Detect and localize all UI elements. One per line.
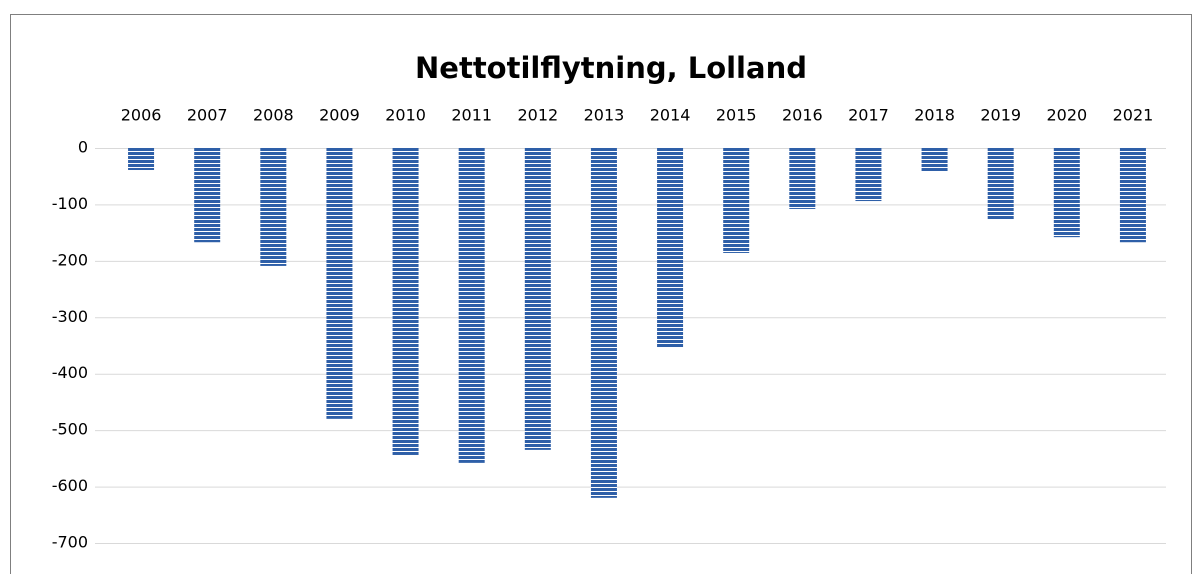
y-tick-label: -600 <box>52 476 88 495</box>
x-tick-label: 2018 <box>914 106 955 125</box>
x-tick-label: 2008 <box>253 106 294 125</box>
bar <box>128 148 155 171</box>
y-tick-label: -300 <box>52 307 88 326</box>
bar <box>458 148 485 463</box>
bar <box>789 148 816 209</box>
bar <box>260 148 287 266</box>
chart-title: Nettotilflytning, Lolland <box>415 51 807 85</box>
x-tick-label: 2021 <box>1113 106 1154 125</box>
x-tick-label: 2017 <box>848 106 889 125</box>
y-tick-label: -500 <box>52 420 88 439</box>
x-tick-label: 2015 <box>716 106 757 125</box>
bar <box>855 148 882 202</box>
x-tick-label: 2012 <box>517 106 558 125</box>
y-tick-label: -700 <box>52 533 88 552</box>
bar <box>326 148 353 419</box>
x-tick-label: 2007 <box>187 106 228 125</box>
y-tick-label: -200 <box>52 250 88 269</box>
x-tick-label: 2006 <box>121 106 162 125</box>
bar <box>723 148 750 253</box>
bar <box>590 148 617 498</box>
x-tick-label: 2020 <box>1046 106 1087 125</box>
bar <box>657 148 684 348</box>
x-tick-label: 2016 <box>782 106 823 125</box>
bar <box>1119 148 1146 243</box>
y-tick-label: 0 <box>78 138 88 157</box>
x-tick-label: 2014 <box>650 106 691 125</box>
x-tick-label: 2019 <box>980 106 1021 125</box>
x-tick-label: 2013 <box>584 106 625 125</box>
y-tick-label: -100 <box>52 194 88 213</box>
bar <box>524 148 551 450</box>
chart-frame <box>10 14 1192 574</box>
x-tick-label: 2011 <box>451 106 492 125</box>
bar <box>392 148 419 455</box>
x-tick-label: 2010 <box>385 106 426 125</box>
bar <box>194 148 221 243</box>
y-tick-label: -400 <box>52 363 88 382</box>
x-tick-label: 2009 <box>319 106 360 125</box>
bar <box>921 148 948 172</box>
bar <box>987 148 1014 220</box>
bar <box>1053 148 1080 238</box>
